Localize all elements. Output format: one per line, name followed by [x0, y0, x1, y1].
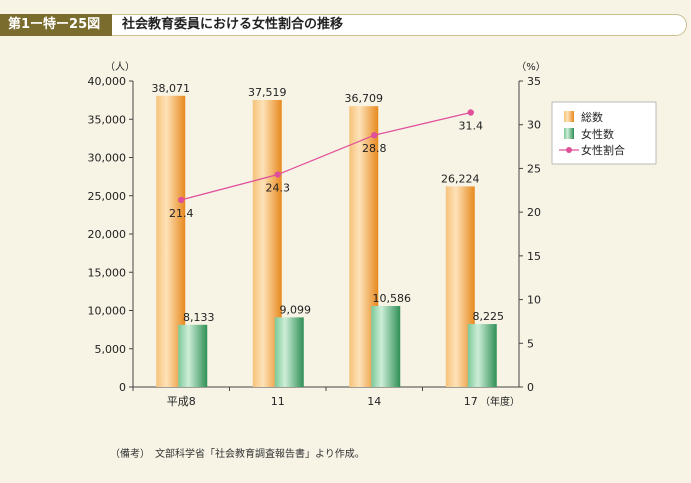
female-bar-label: 8,225	[473, 310, 505, 323]
legend-label-female: 女性数	[581, 127, 614, 141]
right-tick-label: 30	[527, 119, 541, 132]
x-tick-label: 平成8	[167, 395, 196, 408]
x-tick-label: 17	[464, 395, 478, 408]
x-tick-label: 14	[367, 395, 381, 408]
x-axis-unit: （年度）	[480, 395, 520, 408]
figure-title: 社会教育委員における女性割合の推移	[122, 17, 344, 32]
legend-swatch-female	[564, 128, 574, 139]
total-bar-label: 38,071	[152, 82, 191, 95]
legend-label-ratio: 女性割合	[581, 143, 625, 157]
female-bar-label: 10,586	[373, 292, 412, 305]
female-bar	[371, 306, 401, 387]
ratio-point	[371, 132, 378, 139]
ratio-label: 28.8	[362, 142, 387, 155]
right-tick-label: 10	[527, 294, 541, 307]
female-bar-label: 8,133	[183, 311, 215, 324]
total-bar-label: 37,519	[248, 86, 287, 99]
female-bar-label: 9,099	[280, 303, 312, 316]
right-tick-label: 0	[527, 381, 534, 394]
figure-title-bar: 社会教育委員における女性割合の推移	[112, 14, 687, 36]
ratio-label: 21.4	[169, 207, 194, 220]
figure-header: 第1ー特ー25図 社会教育委員における女性割合の推移	[0, 0, 691, 40]
left-tick-label: 25,000	[88, 190, 127, 203]
ratio-point	[274, 171, 281, 178]
left-tick-label: 10,000	[88, 305, 127, 318]
left-tick-label: 20,000	[88, 228, 127, 241]
female-bar	[178, 324, 208, 387]
left-tick-label: 35,000	[88, 113, 127, 126]
right-tick-label: 35	[527, 75, 541, 88]
total-bar-label: 36,709	[345, 92, 384, 105]
ratio-point	[467, 109, 474, 116]
left-tick-label: 30,000	[88, 152, 127, 165]
ratio-line	[181, 111, 471, 201]
ratio-label: 24.3	[266, 182, 291, 195]
right-axis-unit: （%）	[516, 61, 546, 73]
female-bar	[467, 324, 497, 387]
female-bar	[274, 317, 304, 387]
right-tick-label: 5	[527, 337, 534, 350]
source-note: （備考） 文部科学省「社会教育調査報告書」より作成。	[110, 449, 365, 460]
legend-label-total: 総数	[581, 110, 603, 124]
right-tick-label: 15	[527, 250, 541, 263]
ratio-label: 31.4	[459, 119, 484, 132]
right-tick-label: 20	[527, 206, 541, 219]
right-tick-label: 25	[527, 162, 541, 175]
x-tick-label: 11	[271, 395, 285, 408]
ratio-point	[178, 196, 185, 204]
chart: 0 5,000 10,000 15,000 20,000 25,000 30,000 35,0…	[88, 61, 657, 408]
left-axis-unit: （人）	[105, 61, 135, 73]
figure-label: 第1ー特ー25図	[0, 14, 112, 36]
legend-point-ratio	[566, 147, 572, 153]
left-tick-label: 5,000	[95, 343, 127, 356]
left-tick-label: 40,000	[88, 75, 127, 88]
legend-swatch-total	[564, 111, 574, 122]
left-tick-label: 0	[119, 381, 126, 394]
left-tick-label: 15,000	[88, 266, 127, 279]
total-bar-label: 26,224	[441, 172, 480, 185]
